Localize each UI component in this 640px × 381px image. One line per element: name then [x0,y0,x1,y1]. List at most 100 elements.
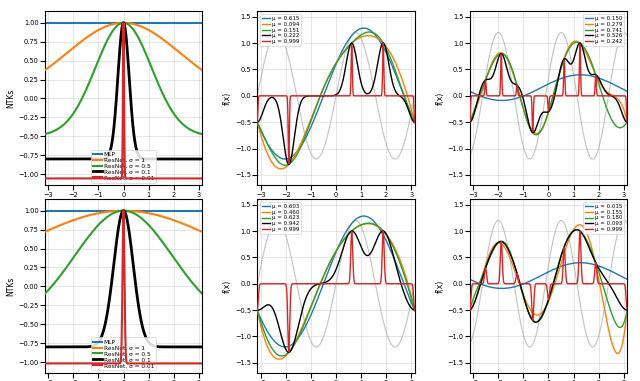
μ = 0.180 [485,258,493,263]
ResNet, σ = 0.01 [134,361,141,366]
ResNet, σ = 0.1 [147,157,154,161]
μ = 0.150 [518,94,525,99]
μ = 0.615 [368,29,376,34]
Legend: μ = 0.615, μ = 0.094, μ = 0.151, μ = 0.222, μ = 0.999: μ = 0.615, μ = 0.094, μ = 0.151, μ = 0.2… [260,14,301,46]
ResNet, σ = 0.5 [41,132,49,136]
μ = 0.279 [565,44,573,49]
ResNet, σ = 0.1 [134,152,141,156]
Line: μ = 0.015: μ = 0.015 [470,263,627,288]
Line: μ = 0.942: μ = 0.942 [257,231,415,352]
μ = 0.942 [411,308,419,312]
Line: μ = 0.093: μ = 0.093 [470,230,627,322]
μ = 0.242 [528,113,536,118]
μ = 0.093 [528,318,536,322]
MLP [198,21,206,25]
ResNet, σ = 0.5 [69,112,77,117]
ResNet, σ = 1 [198,68,206,72]
ResNet, σ = 0.01 [112,176,120,181]
μ = 0.999 [316,282,324,286]
μ = 0.094 [364,33,372,38]
ResNet, σ = 0.1 [41,345,49,349]
ResNet, σ = 0.01 [81,176,89,181]
μ = 0.242 [485,93,493,98]
μ = 0.526 [517,90,525,94]
μ = 0.155 [575,223,583,227]
μ = 0.623 [411,308,419,312]
ResNet, σ = 1 [134,209,141,214]
μ = 0.741 [580,45,588,50]
μ = 0.015 [580,261,588,265]
ResNet, σ = 1 [41,230,49,234]
μ = 0.094 [273,165,280,170]
Text: (a)  NTKs (normalized to unit peak)
$L = 5$: (a) NTKs (normalized to unit peak) $L = … [56,234,191,256]
μ = 0.151 [411,120,419,125]
μ = 0.999 [273,282,280,286]
μ = 0.222 [380,41,387,45]
ResNet, σ = 0.5 [120,208,127,213]
μ = 0.222 [285,162,292,166]
μ = 0.603 [368,217,376,222]
ResNet, σ = 1 [120,21,127,25]
μ = 0.150 [580,73,588,77]
ResNet, σ = 0.01 [147,176,154,181]
μ = 0.999 [305,282,313,286]
MLP [69,21,77,25]
μ = 0.615 [369,30,376,34]
Line: ResNet, σ = 1: ResNet, σ = 1 [45,211,202,232]
μ = 0.741 [485,70,493,74]
Line: μ = 0.222: μ = 0.222 [257,43,415,164]
μ = 0.741 [581,46,589,51]
Line: μ = 0.615: μ = 0.615 [257,28,415,159]
μ = 0.526 [623,120,631,125]
MLP [134,208,141,213]
μ = 0.460 [411,308,419,312]
μ = 0.460 [305,309,313,313]
MLP [159,21,167,25]
ResNet, σ = 0.01 [120,21,127,25]
μ = 0.180 [528,317,536,321]
μ = 0.460 [353,225,360,229]
μ = 0.222 [305,94,313,98]
μ = 0.155 [517,287,525,291]
μ = 0.015 [518,282,525,287]
Text: (c)  Interpolation with 10 samples
$L = 5$: (c) Interpolation with 10 samples $L = 5… [484,234,613,256]
μ = 0.150 [466,89,474,94]
μ = 0.999 [253,120,261,125]
μ = 0.155 [466,309,474,313]
μ = 0.741 [565,46,573,51]
μ = 0.150 [577,72,584,77]
ResNet, σ = 0.1 [160,157,168,161]
Line: ResNet, σ = 1: ResNet, σ = 1 [45,23,202,70]
Y-axis label: NTKs: NTKs [6,277,15,296]
μ = 0.623 [365,221,372,226]
μ = 0.222 [368,86,376,91]
μ = 0.093 [581,236,589,241]
μ = 0.093 [623,308,631,312]
ResNet, σ = 0.5 [147,62,154,66]
Line: μ = 0.741: μ = 0.741 [470,42,627,135]
μ = 0.222 [253,120,261,125]
ResNet, σ = 0.1 [112,243,120,248]
ResNet, σ = 0.01 [198,176,206,181]
μ = 0.942 [253,308,261,312]
μ = 0.999 [253,308,261,312]
μ = 0.526 [581,56,589,60]
ResNet, σ = 0.01 [81,361,89,366]
μ = 0.623 [253,308,261,312]
ResNet, σ = 0.01 [134,176,141,181]
μ = 0.015 [485,284,493,289]
μ = 0.094 [316,94,324,99]
μ = 0.151 [368,30,376,35]
MLP [146,21,154,25]
μ = 0.741 [528,130,536,134]
μ = 0.603 [411,309,419,313]
ResNet, σ = 0.1 [160,344,168,349]
μ = 0.180 [565,234,573,239]
μ = 0.279 [485,69,493,74]
μ = 0.999 [580,282,588,286]
ResNet, σ = 1 [81,214,89,219]
μ = 0.999 [380,229,387,234]
μ = 0.999 [411,308,419,312]
μ = 0.094 [305,122,313,126]
μ = 0.155 [565,237,573,242]
